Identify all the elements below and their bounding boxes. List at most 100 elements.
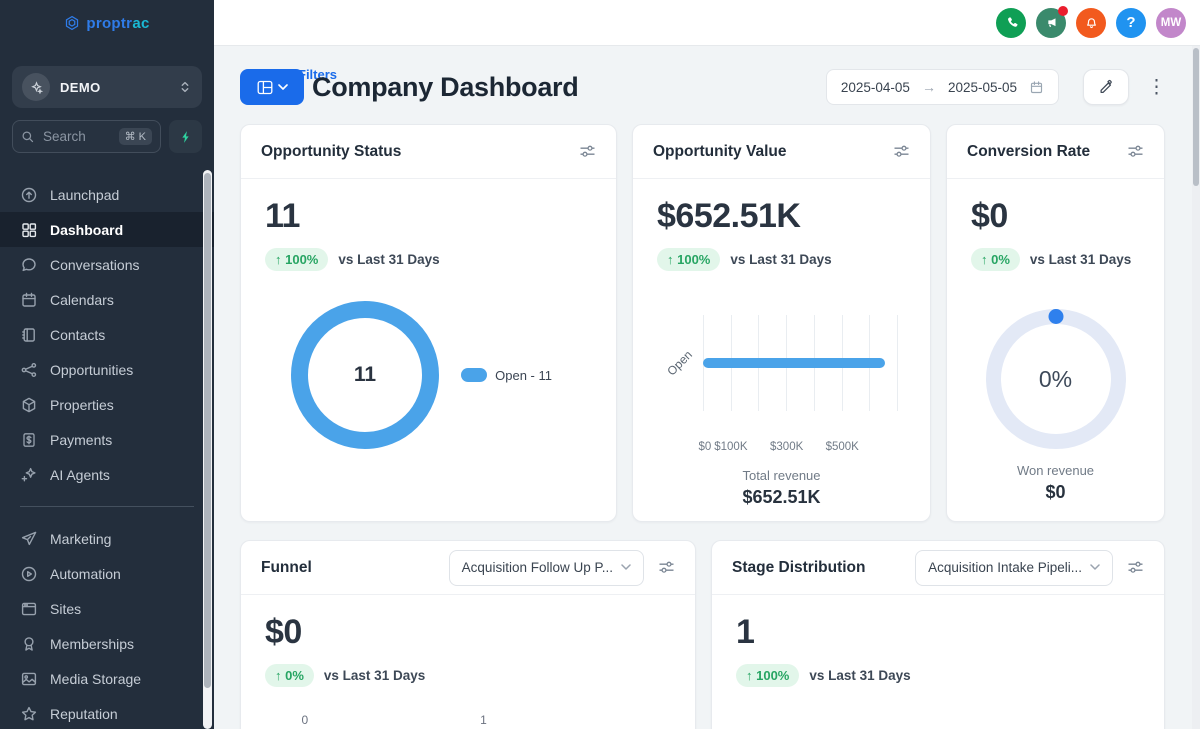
sidebar-item-label: Properties	[50, 396, 114, 413]
proptrac-logo-icon	[66, 15, 79, 31]
chevron-down-icon	[277, 83, 288, 90]
metric-change-row: ↑ 100% vs Last 31 Days	[657, 248, 906, 271]
won-revenue-block: Won revenue $0	[971, 463, 1140, 503]
user-avatar[interactable]: MW	[1156, 7, 1186, 38]
card-title: Conversion Rate	[967, 142, 1091, 160]
sidebar-item-automation[interactable]: Automation	[0, 556, 214, 591]
donut-progress-dot	[1048, 309, 1063, 324]
payments-icon	[20, 431, 38, 449]
sidebar-item-conversations[interactable]: Conversations	[0, 247, 214, 282]
chart-legend[interactable]: Open - 11	[461, 368, 552, 383]
metric-change-row: ↑ 0% vs Last 31 Days	[265, 664, 671, 687]
calendar-icon	[20, 291, 38, 309]
card-header: Opportunity Status	[241, 125, 616, 179]
sidebar-item-calendars[interactable]: Calendars	[0, 282, 214, 317]
chevron-down-icon	[621, 564, 631, 571]
card-filter-button[interactable]	[579, 144, 596, 159]
donut-center-value: 0%	[1038, 365, 1073, 392]
sidebar-item-launchpad[interactable]: Launchpad	[0, 177, 214, 212]
bar-open	[703, 358, 885, 368]
sliders-icon	[659, 561, 674, 573]
sidebar-item-label: Conversations	[50, 256, 140, 273]
sidebar-item-properties[interactable]: Properties	[0, 387, 214, 422]
axis-tick: 0	[301, 713, 309, 727]
change-badge: ↑ 100%	[657, 248, 721, 271]
sidebar-item-contacts[interactable]: Contacts	[0, 317, 214, 352]
sidebar-item-opportunities[interactable]: Opportunities	[0, 352, 214, 387]
more-options-button[interactable]: ⋮	[1147, 76, 1166, 98]
card-filter-button[interactable]	[1127, 560, 1144, 575]
sliders-icon	[1128, 561, 1143, 573]
axis-tick: $300K	[770, 441, 804, 453]
conversion-rate-card: Conversion Rate $0 ↑ 0% vs Last 31 Days …	[946, 124, 1165, 522]
sidebar-item-ai-agents[interactable]: AI Agents	[0, 457, 214, 492]
paper-plane-icon	[20, 530, 38, 548]
edit-dashboard-button[interactable]	[1083, 69, 1129, 105]
date-range-arrow-icon: →	[921, 79, 936, 95]
axis-tick: $0	[698, 441, 712, 453]
account-switcher[interactable]: DEMO	[12, 66, 202, 108]
help-button[interactable]: ?	[1116, 7, 1146, 38]
sidebar-item-memberships[interactable]: Memberships	[0, 626, 214, 661]
sidebar-item-label: Opportunities	[50, 361, 134, 378]
filters-link[interactable]: Filters	[298, 67, 338, 82]
metric-change-row: ↑ 100% vs Last 31 Days	[736, 664, 1140, 687]
chevron-down-icon	[1090, 564, 1100, 571]
metric-value: 11	[265, 197, 300, 235]
notifications-button[interactable]	[1076, 7, 1106, 38]
sidebar-item-label: Payments	[50, 431, 113, 448]
sidebar-item-label: Dashboard	[50, 221, 124, 238]
stage-pipeline-select[interactable]: Acquisition Intake Pipeli...	[915, 549, 1113, 586]
sidebar-scrollbar-thumb[interactable]	[204, 173, 211, 688]
announcements-button[interactable]	[1036, 5, 1068, 38]
sidebar-item-sites[interactable]: Sites	[0, 591, 214, 626]
opportunity-status-card: Opportunity Status 11 ↑ 100% vs Last 31 …	[240, 124, 617, 522]
funnel-card: Funnel Acquisition Follow Up P... $0 ↑	[240, 540, 696, 729]
sliders-icon	[894, 145, 909, 157]
ai-sparkle-icon	[20, 466, 38, 484]
page-scrollbar[interactable]	[1192, 46, 1200, 729]
sidebar-item-marketing[interactable]: Marketing	[0, 521, 214, 556]
sidebar-item-label: Media Storage	[50, 670, 142, 687]
cube-icon	[20, 396, 38, 414]
card-filter-button[interactable]	[1127, 144, 1144, 159]
sidebar-scrollbar[interactable]	[203, 170, 212, 729]
sidebar-item-reputation[interactable]: Reputation	[0, 696, 214, 729]
star-icon	[20, 705, 38, 723]
won-revenue-value: $0	[1045, 482, 1066, 502]
sidebar-item-label: Memberships	[50, 635, 135, 652]
card-title: Opportunity Status	[261, 142, 402, 160]
card-filter-button[interactable]	[893, 144, 910, 159]
sidebar: proptrac DEMO Search ⌘ K Launchpad Das	[0, 0, 214, 729]
card-filter-button[interactable]	[658, 560, 675, 575]
browser-window-icon	[20, 600, 38, 618]
metric-value: $0	[971, 197, 1008, 235]
sidebar-item-dashboard[interactable]: Dashboard	[0, 212, 214, 247]
phone-button[interactable]	[996, 7, 1026, 38]
sparkle-icon	[30, 80, 43, 94]
comparison-label: vs Last 31 Days	[338, 252, 440, 267]
funnel-pipeline-select[interactable]: Acquisition Follow Up P...	[448, 549, 644, 586]
megaphone-icon	[1047, 18, 1055, 27]
page-title: Company Dashboard	[312, 71, 579, 102]
card-body: 11 ↑ 100% vs Last 31 Days 11 Open - 11	[241, 179, 616, 467]
date-end[interactable]: 2025-05-05	[947, 79, 1017, 95]
card-title: Stage Distribution	[732, 558, 866, 576]
dashboard-layout-button[interactable]	[240, 69, 304, 105]
sliders-icon	[1128, 145, 1143, 157]
sidebar-item-label: Automation	[50, 565, 121, 582]
sidebar-item-label: Contacts	[50, 326, 106, 343]
date-range-picker[interactable]: 2025-04-05 → 2025-05-05	[825, 69, 1059, 105]
sliders-icon	[580, 145, 595, 157]
sidebar-item-payments[interactable]: Payments	[0, 422, 214, 457]
avatar-initials: MW	[1160, 16, 1182, 29]
date-start[interactable]: 2025-04-05	[840, 79, 910, 95]
axis-tick: $500K	[825, 441, 859, 453]
won-revenue-label: Won revenue	[1016, 463, 1095, 478]
x-axis-ticks: $0 $100K $300K $500K	[699, 441, 898, 456]
page-scrollbar-thumb[interactable]	[1193, 48, 1199, 186]
sidebar-item-media-storage[interactable]: Media Storage	[0, 661, 214, 696]
search-input[interactable]: Search ⌘ K	[12, 120, 161, 153]
total-revenue-block: Total revenue $652.51K	[657, 468, 906, 508]
quick-actions-button[interactable]	[169, 120, 202, 153]
